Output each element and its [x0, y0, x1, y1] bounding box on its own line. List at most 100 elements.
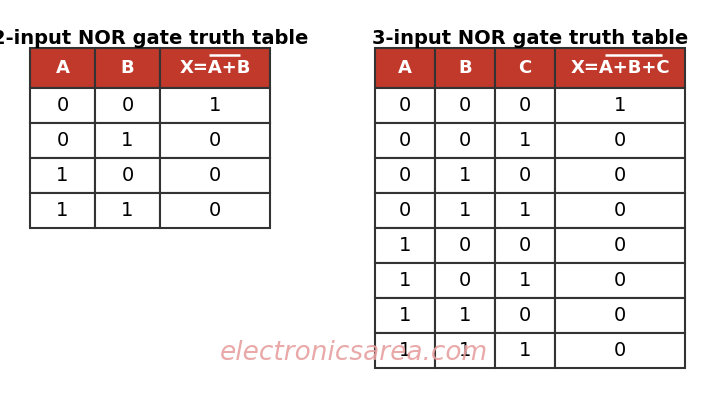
- Bar: [30, 158, 95, 193]
- Bar: [555, 193, 685, 228]
- Bar: [435, 263, 495, 298]
- Text: 3-input NOR gate truth table: 3-input NOR gate truth table: [372, 28, 688, 48]
- Bar: [435, 123, 495, 158]
- Bar: [495, 333, 555, 368]
- Bar: [495, 88, 555, 123]
- Bar: [435, 228, 495, 263]
- Bar: [555, 228, 685, 263]
- Bar: [495, 123, 555, 158]
- Bar: [160, 158, 270, 193]
- Text: 0: 0: [459, 271, 471, 290]
- Text: 0: 0: [121, 96, 134, 115]
- Text: A: A: [55, 59, 69, 77]
- Bar: [435, 88, 495, 123]
- Bar: [95, 158, 160, 193]
- Bar: [375, 88, 435, 123]
- Text: 0: 0: [209, 201, 221, 220]
- Bar: [160, 193, 270, 228]
- Text: 1: 1: [209, 96, 221, 115]
- Text: 1: 1: [519, 131, 531, 150]
- Bar: [30, 48, 95, 88]
- Bar: [495, 158, 555, 193]
- Bar: [375, 123, 435, 158]
- Text: 0: 0: [614, 236, 626, 255]
- Text: B: B: [120, 59, 135, 77]
- Bar: [95, 193, 160, 228]
- Bar: [555, 298, 685, 333]
- Text: 1: 1: [399, 341, 411, 360]
- Bar: [375, 263, 435, 298]
- Text: 1: 1: [57, 201, 69, 220]
- Text: 0: 0: [519, 236, 531, 255]
- Text: B: B: [458, 59, 472, 77]
- Text: 0: 0: [209, 131, 221, 150]
- Text: 0: 0: [399, 96, 411, 115]
- Bar: [375, 48, 435, 88]
- Text: 1: 1: [519, 271, 531, 290]
- Text: 1: 1: [399, 236, 411, 255]
- Text: 1: 1: [399, 306, 411, 325]
- Bar: [495, 263, 555, 298]
- Text: 0: 0: [57, 96, 69, 115]
- Bar: [160, 48, 270, 88]
- Bar: [435, 158, 495, 193]
- Text: 1: 1: [57, 166, 69, 185]
- Text: 0: 0: [614, 341, 626, 360]
- Text: electronicsarea.com: electronicsarea.com: [220, 340, 488, 366]
- Text: 2-input NOR gate truth table: 2-input NOR gate truth table: [0, 28, 308, 48]
- Bar: [555, 158, 685, 193]
- Bar: [495, 48, 555, 88]
- Text: 0: 0: [519, 166, 531, 185]
- Text: 0: 0: [459, 96, 471, 115]
- Text: 0: 0: [399, 201, 411, 220]
- Text: 1: 1: [459, 166, 472, 185]
- Text: 1: 1: [459, 201, 472, 220]
- Text: 0: 0: [614, 166, 626, 185]
- Text: 0: 0: [614, 271, 626, 290]
- Bar: [30, 88, 95, 123]
- Bar: [555, 123, 685, 158]
- Text: 0: 0: [121, 166, 134, 185]
- Bar: [160, 88, 270, 123]
- Text: X=A+B: X=A+B: [179, 59, 251, 77]
- Text: 0: 0: [614, 131, 626, 150]
- Text: 0: 0: [209, 166, 221, 185]
- Bar: [375, 158, 435, 193]
- Text: 0: 0: [614, 306, 626, 325]
- Text: 1: 1: [399, 271, 411, 290]
- Bar: [435, 298, 495, 333]
- Bar: [495, 228, 555, 263]
- Bar: [495, 193, 555, 228]
- Text: 0: 0: [57, 131, 69, 150]
- Bar: [435, 333, 495, 368]
- Bar: [30, 193, 95, 228]
- Text: 1: 1: [121, 131, 134, 150]
- Text: 0: 0: [459, 131, 471, 150]
- Text: X=A+B+C: X=A+B+C: [570, 59, 670, 77]
- Text: 0: 0: [399, 131, 411, 150]
- Text: 0: 0: [459, 236, 471, 255]
- Text: 1: 1: [121, 201, 134, 220]
- Bar: [375, 333, 435, 368]
- Bar: [30, 123, 95, 158]
- Text: 0: 0: [399, 166, 411, 185]
- Text: 0: 0: [519, 96, 531, 115]
- Bar: [555, 48, 685, 88]
- Bar: [375, 228, 435, 263]
- Bar: [435, 48, 495, 88]
- Text: 0: 0: [519, 306, 531, 325]
- Bar: [435, 193, 495, 228]
- Bar: [555, 88, 685, 123]
- Text: 1: 1: [519, 201, 531, 220]
- Bar: [555, 333, 685, 368]
- Bar: [495, 298, 555, 333]
- Text: 1: 1: [519, 341, 531, 360]
- Bar: [95, 88, 160, 123]
- Bar: [375, 298, 435, 333]
- Text: C: C: [518, 59, 532, 77]
- Bar: [375, 193, 435, 228]
- Text: 0: 0: [614, 201, 626, 220]
- Text: A: A: [398, 59, 412, 77]
- Text: 1: 1: [459, 306, 472, 325]
- Bar: [95, 123, 160, 158]
